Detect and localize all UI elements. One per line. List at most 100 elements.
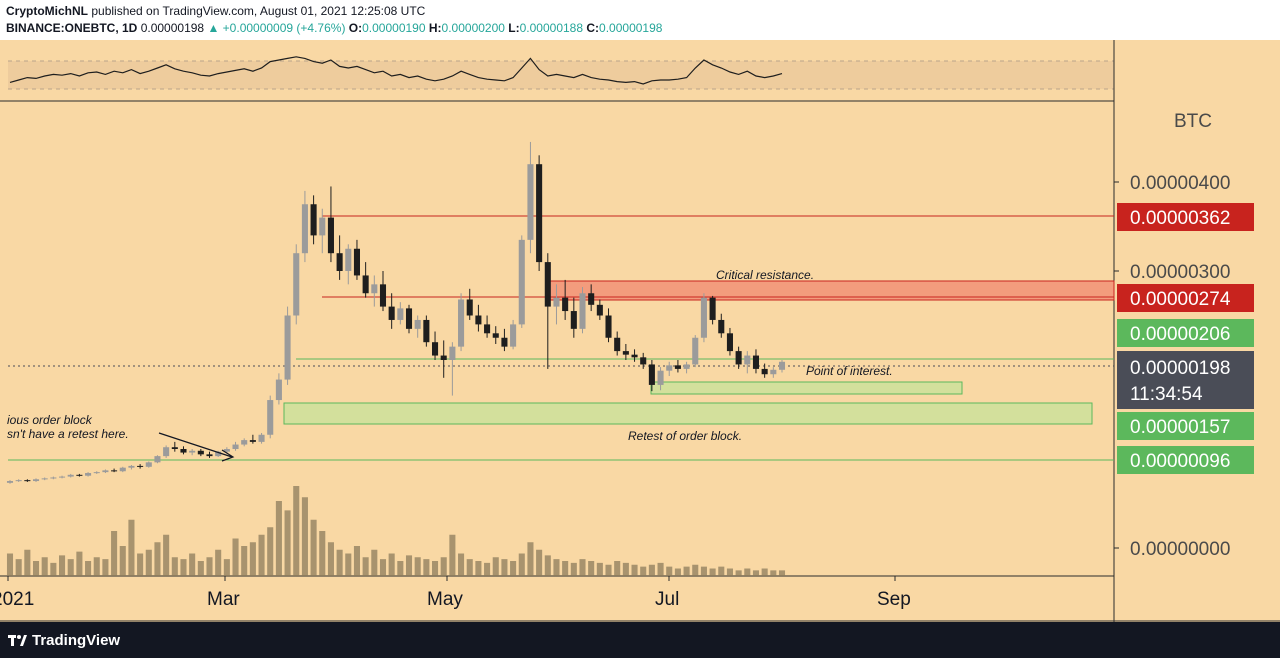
publish-info: published on TradingView.com, August 01,… — [91, 4, 426, 18]
candle-body — [726, 333, 733, 352]
candle-body — [15, 480, 22, 482]
volume-bar — [596, 562, 603, 576]
candle-body — [423, 319, 430, 343]
candle-body — [475, 315, 482, 325]
candle-body — [232, 444, 239, 449]
volume-bar — [345, 553, 352, 576]
volume-bar — [553, 559, 560, 576]
candle-body — [6, 481, 14, 483]
author-name[interactable]: CryptoMichNL — [6, 4, 88, 18]
close-value: 0.00000198 — [599, 21, 663, 35]
last-price: 0.00000198 — [140, 21, 205, 35]
candle-body — [648, 364, 655, 385]
candle-body — [544, 262, 551, 307]
candle-body — [111, 470, 118, 472]
badge-text-current: 0.00000198 — [1130, 358, 1230, 379]
volume-bar — [735, 570, 742, 576]
candle-body — [579, 293, 586, 329]
volume-bar — [579, 559, 586, 576]
candle-body — [293, 253, 300, 316]
candle-body — [466, 299, 473, 316]
candle-body — [371, 284, 378, 294]
footer-bar: TradingView — [0, 622, 1280, 658]
candle-body — [215, 451, 222, 457]
candle-body — [310, 204, 317, 236]
volume-bar — [215, 549, 222, 576]
volume-bar — [59, 555, 66, 576]
candle-body — [267, 400, 274, 435]
volume-bar — [518, 553, 525, 576]
candle-body — [770, 369, 777, 375]
candle-body — [197, 450, 204, 455]
tradingview-logo-icon[interactable] — [8, 633, 28, 647]
volume-bar — [301, 497, 308, 576]
volume-bar — [258, 534, 265, 576]
annotation-order-block-line1: ious order block — [7, 413, 93, 427]
candle-body — [258, 434, 265, 442]
volume-bar — [562, 561, 569, 576]
volume-bar — [397, 561, 404, 576]
price-chart[interactable]: Critical resistance. Point of interest. … — [0, 40, 1280, 622]
volume-bar — [223, 559, 230, 576]
volume-bar — [249, 542, 256, 576]
footer-brand[interactable]: TradingView — [32, 632, 121, 649]
volume-bar — [544, 555, 551, 576]
volume-bar — [353, 546, 361, 576]
volume-bar — [284, 510, 291, 576]
candle-body — [536, 164, 543, 263]
price-badge-362[interactable]: 0.00000362 — [1117, 203, 1254, 231]
volume-bar — [197, 561, 204, 576]
annotation-arrow — [158, 432, 233, 458]
volume-bar — [449, 534, 456, 576]
candle-body — [501, 337, 508, 347]
candle-body — [405, 308, 413, 329]
candle-body — [761, 368, 768, 375]
y-tick-300: 0.00000300 — [1130, 262, 1230, 283]
candle-body — [275, 379, 282, 401]
candle-body — [778, 361, 786, 370]
price-badge-096[interactable]: 0.00000096 — [1117, 446, 1254, 474]
price-badge-274[interactable]: 0.00000274 — [1117, 284, 1254, 312]
candle-body — [67, 474, 74, 477]
candle-body — [163, 447, 170, 457]
x-tick-may: May — [427, 589, 463, 610]
order-block-zone[interactable] — [283, 402, 1093, 425]
candle-body — [700, 297, 707, 338]
point-of-interest-zone[interactable] — [650, 381, 963, 395]
high-label: H: — [428, 21, 442, 35]
candle-body — [431, 342, 439, 356]
candle-body — [449, 346, 456, 360]
candle-body — [319, 217, 326, 236]
volume-bar — [85, 561, 92, 576]
candle-body — [154, 456, 161, 463]
volume-bar — [709, 568, 716, 576]
candle-body — [553, 297, 560, 307]
candle-body — [484, 324, 491, 334]
candle-body — [32, 479, 40, 482]
price-change: +0.00000009 (+4.76%) — [222, 21, 346, 35]
volume-bar — [336, 549, 343, 576]
volume-bar — [527, 542, 534, 576]
volume-bar — [154, 542, 161, 576]
candle-body — [744, 355, 751, 365]
volume-bar — [102, 559, 109, 576]
volume-bar — [726, 568, 733, 576]
candle-body — [397, 308, 404, 320]
candle-body — [605, 315, 612, 338]
volume-bar — [648, 564, 655, 576]
price-badge-157[interactable]: 0.00000157 — [1117, 412, 1254, 440]
candle-body — [388, 306, 395, 320]
price-badge-current[interactable]: 0.00000198 11:34:54 — [1117, 351, 1254, 409]
x-tick-jul: Jul — [655, 589, 679, 610]
publish-line: CryptoMichNL published on TradingView.co… — [6, 4, 425, 18]
candle-body — [718, 319, 725, 334]
volume-bar — [180, 559, 187, 576]
price-badge-206[interactable]: 0.00000206 — [1117, 319, 1254, 347]
volume-bar — [683, 566, 690, 576]
candle-body — [171, 447, 178, 449]
x-tick-mar: Mar — [207, 589, 240, 610]
y-tick-400: 0.00000400 — [1130, 173, 1230, 194]
symbol-label: BINANCE:ONEBTC, 1D — [6, 21, 138, 35]
candle-body — [41, 478, 48, 480]
volume-bar — [657, 562, 664, 576]
